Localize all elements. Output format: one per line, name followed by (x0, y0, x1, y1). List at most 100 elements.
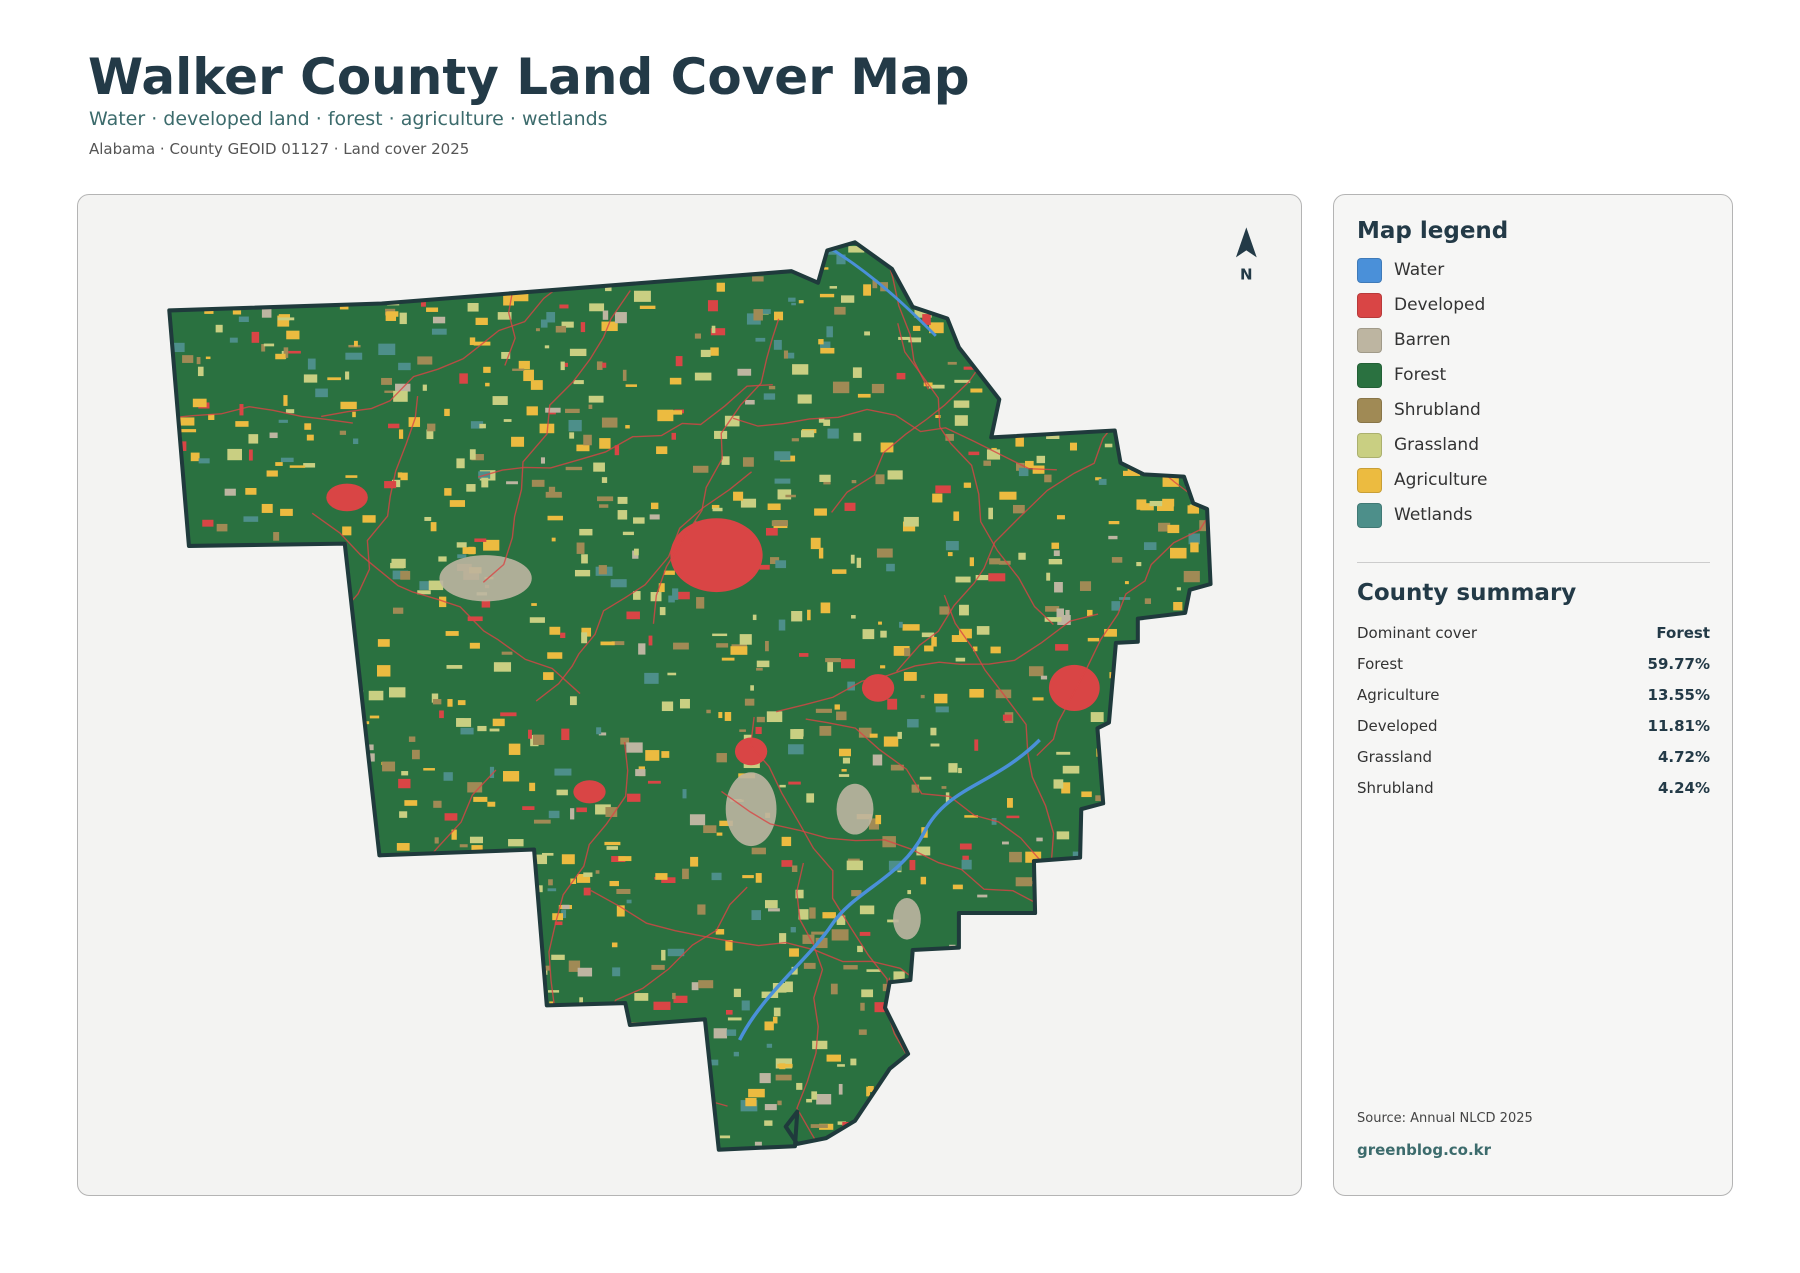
patch (289, 465, 306, 468)
patch (423, 1024, 435, 1030)
patch (737, 368, 752, 376)
patch (921, 632, 935, 638)
patch (551, 954, 565, 960)
patch (752, 614, 757, 621)
patch (970, 273, 976, 280)
patch (1079, 242, 1090, 244)
patch (1201, 811, 1211, 822)
patch (302, 606, 310, 617)
patch (739, 729, 746, 732)
patch (391, 558, 406, 569)
patch (456, 542, 467, 548)
patch (723, 822, 727, 825)
patch (1115, 396, 1123, 408)
patch (661, 701, 674, 712)
patch (775, 560, 787, 569)
patch (495, 1131, 509, 1143)
patch (972, 646, 978, 652)
patch (1078, 318, 1084, 322)
road (590, 889, 926, 988)
patch (456, 458, 465, 469)
patch (837, 1121, 847, 1125)
patch (1010, 1015, 1021, 1020)
patch (359, 1123, 370, 1131)
patch (598, 565, 607, 575)
patch (812, 1040, 828, 1050)
patch (876, 548, 893, 558)
patch (302, 650, 312, 661)
patch (819, 293, 835, 298)
patch (497, 266, 507, 273)
patch (342, 526, 352, 536)
patch (1122, 1011, 1132, 1019)
patch (622, 369, 627, 381)
patch (838, 774, 850, 777)
patch (837, 1064, 845, 1067)
patch (1120, 334, 1132, 345)
patch (431, 693, 439, 703)
patch (583, 887, 591, 896)
patch (977, 353, 982, 365)
patch (1084, 424, 1099, 430)
patch (880, 665, 886, 669)
patch (1215, 527, 1219, 530)
patch (1007, 798, 1013, 808)
patch (489, 766, 495, 779)
patch (768, 908, 780, 912)
patch (796, 1082, 803, 1090)
patch (635, 769, 646, 777)
patch (356, 862, 370, 869)
patch (908, 337, 922, 343)
patch (904, 648, 911, 657)
patch (402, 264, 420, 272)
patch (244, 741, 254, 744)
patch (211, 930, 217, 934)
patch (547, 515, 563, 521)
summary-value: 59.77% (1647, 655, 1710, 673)
patch (179, 748, 188, 755)
patch (169, 255, 172, 267)
patch (1178, 1132, 1188, 1136)
patch (184, 563, 194, 573)
patch (691, 1033, 707, 1043)
patch (711, 872, 722, 881)
patch (399, 870, 415, 875)
patch (823, 419, 831, 426)
patch (562, 904, 570, 910)
patch (569, 696, 577, 706)
patch (1151, 797, 1168, 808)
patch (626, 742, 643, 753)
patch (878, 621, 882, 625)
patch (520, 1152, 531, 1155)
patch (789, 948, 799, 957)
patch (357, 273, 369, 283)
patch (1015, 341, 1029, 353)
patch (422, 384, 427, 391)
patch (955, 576, 971, 583)
patch (408, 736, 416, 742)
patch (362, 515, 376, 523)
patch (1183, 425, 1195, 428)
patch (1028, 666, 1044, 677)
patch (248, 434, 259, 444)
patch (419, 581, 433, 590)
patch (658, 583, 665, 593)
patch (772, 982, 787, 993)
patch (934, 693, 948, 704)
road (721, 790, 1042, 907)
patch (924, 645, 934, 652)
patch (1036, 388, 1053, 399)
summary-label: Shrubland (1357, 779, 1434, 797)
patch (446, 665, 463, 669)
patch (823, 479, 831, 485)
patch (980, 1008, 994, 1018)
patch (1163, 944, 1171, 956)
legend-label: Forest (1394, 365, 1447, 385)
patch (945, 433, 954, 441)
patch (1214, 384, 1226, 387)
patch (565, 1074, 574, 1083)
patch (1087, 609, 1093, 617)
patch (1124, 374, 1138, 386)
patch (1194, 421, 1204, 428)
road (234, 716, 363, 995)
